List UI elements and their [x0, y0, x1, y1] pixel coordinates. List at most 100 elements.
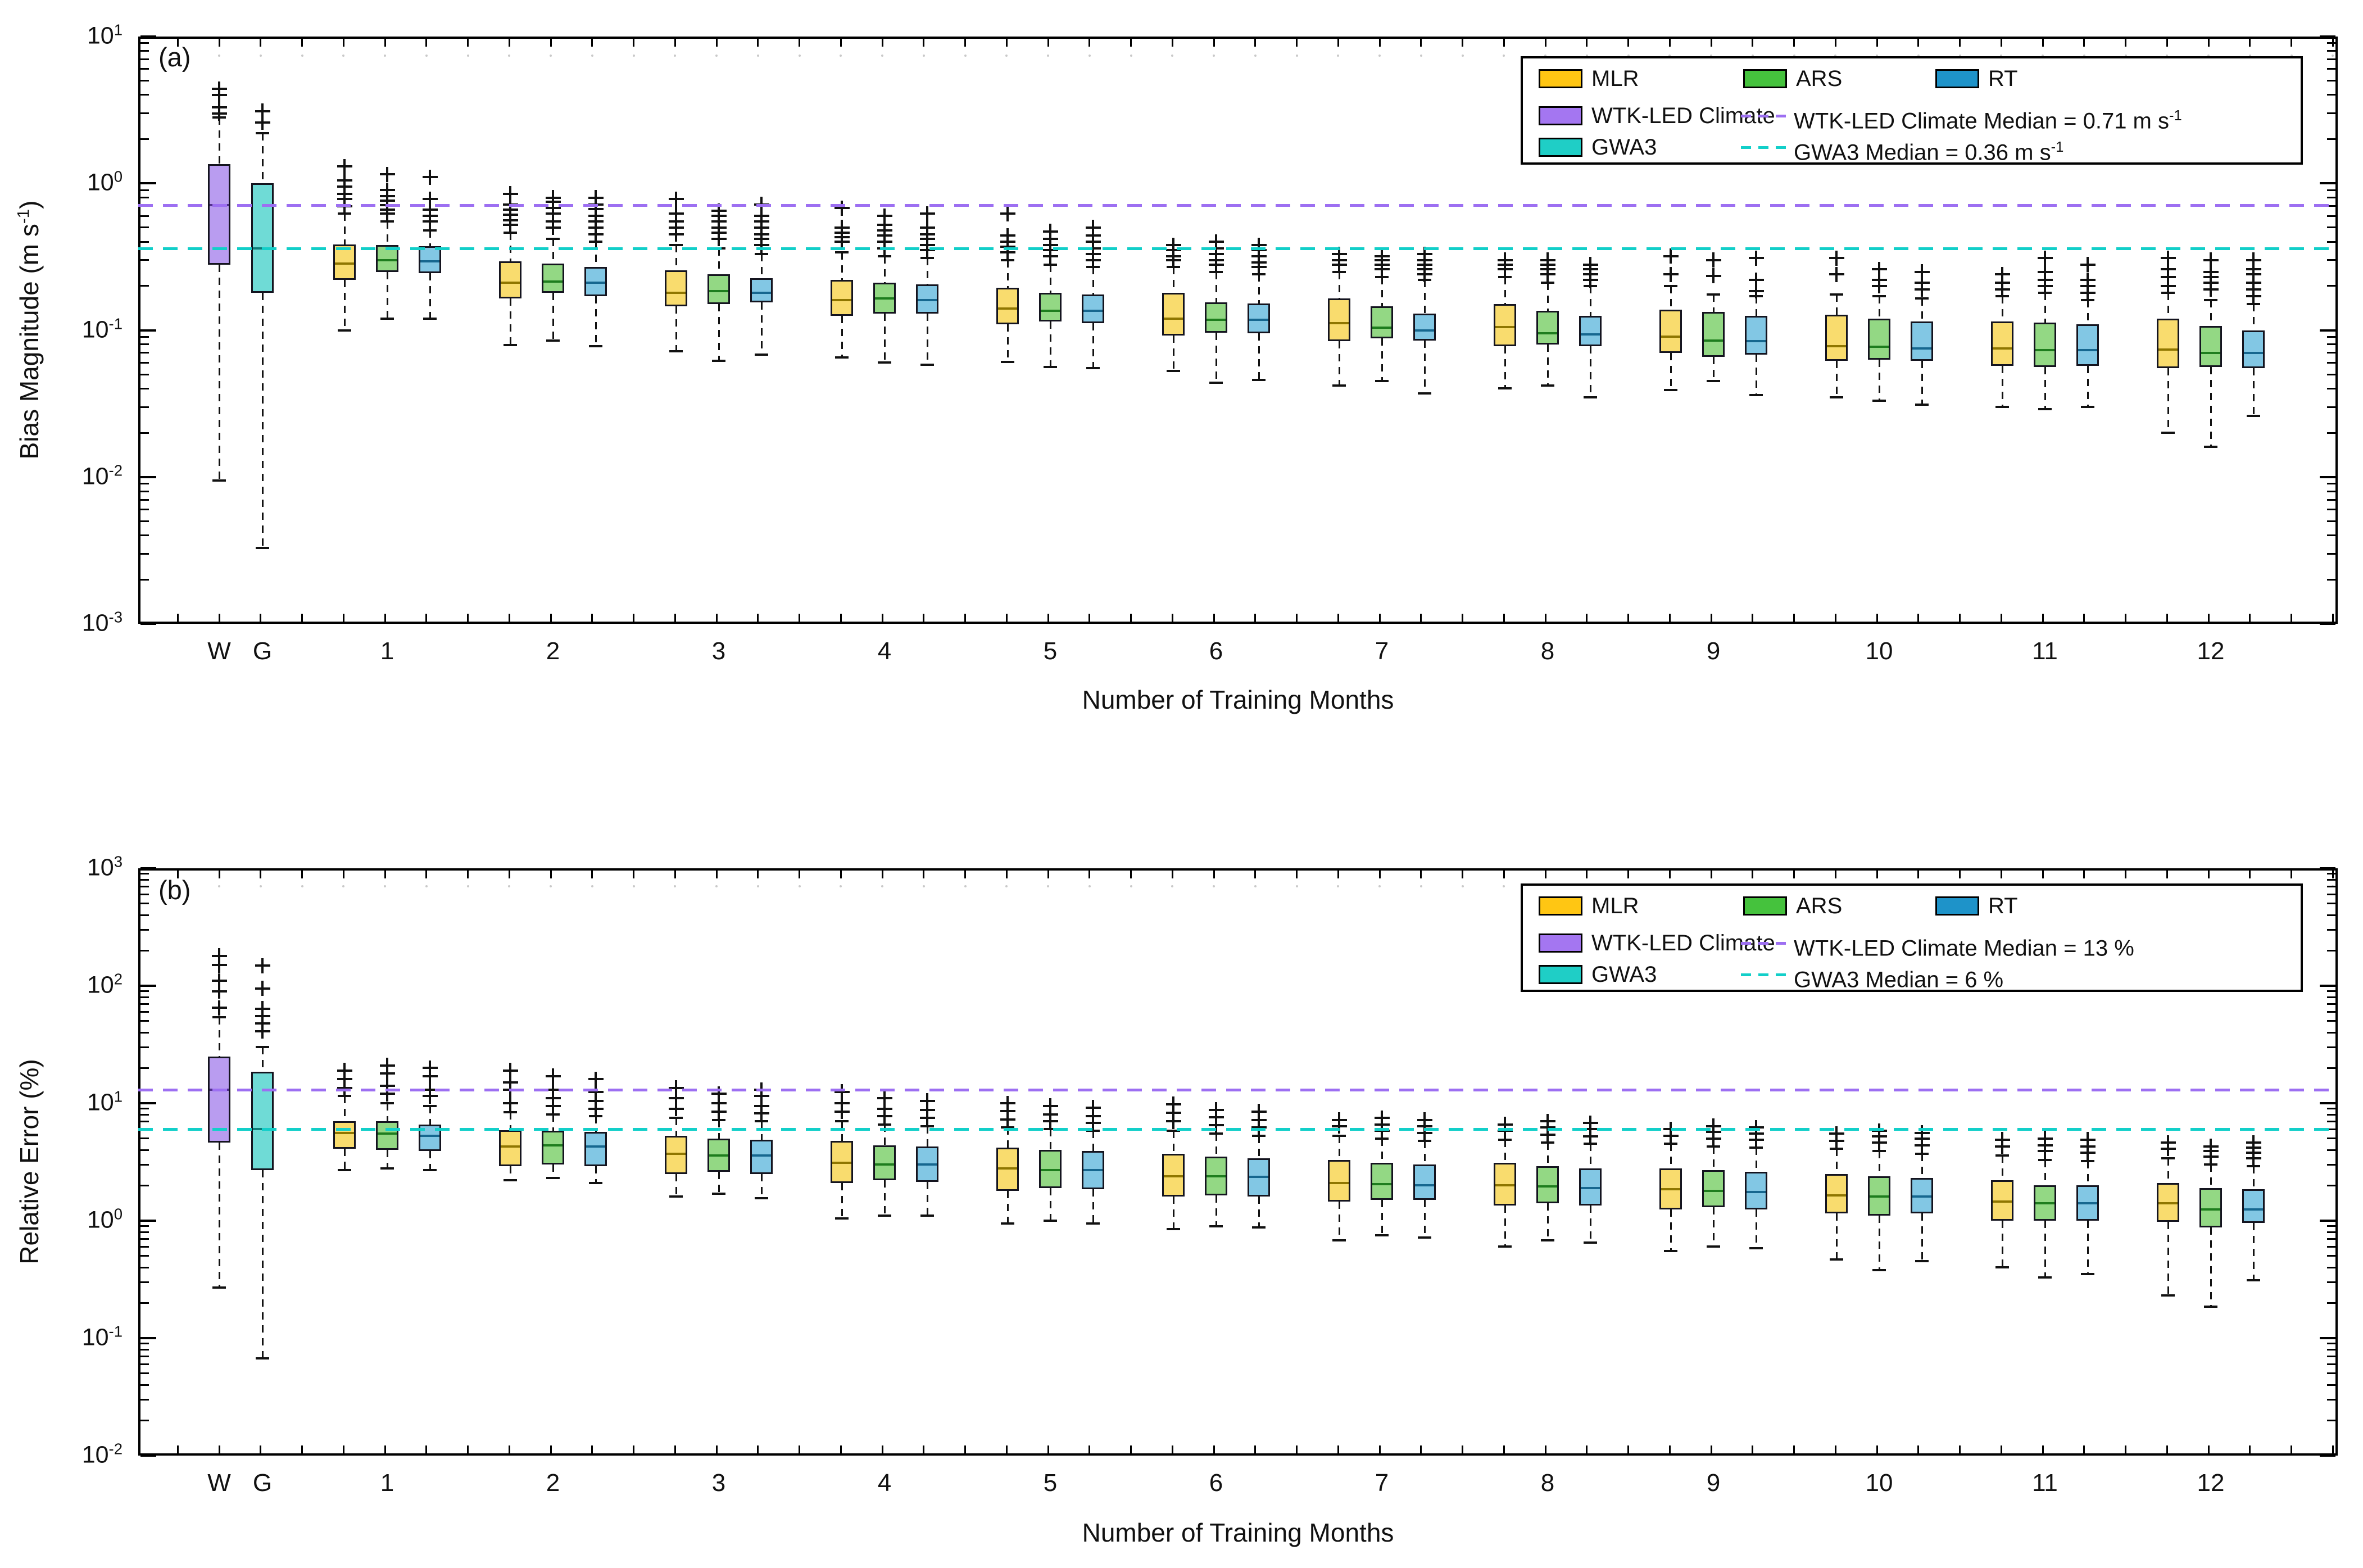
- boxplot-whisker-lower: [675, 306, 677, 351]
- x-axis-tick: [2332, 1445, 2334, 1453]
- y-tick-label-base: 10: [87, 1089, 114, 1116]
- x-axis-tick: [1337, 871, 1339, 878]
- boxplot-box-mlr-8: [1494, 304, 1516, 346]
- y-axis-major-tick: [2320, 985, 2335, 987]
- boxplot-box-ars-12: [2199, 325, 2222, 368]
- y-axis-minor-tick: [2327, 1343, 2335, 1345]
- y-axis-minor-tick: [2327, 42, 2335, 44]
- minor-gridline-dot: [1295, 885, 1298, 888]
- boxplot-median: [1704, 1189, 1723, 1192]
- boxplot-whisker-cap-upper: [835, 251, 849, 253]
- legend-swatch-wtk-b: [1539, 933, 1582, 953]
- boxplot-whisker-cap-lower: [835, 1217, 849, 1220]
- boxplot-whisker-cap-upper: [1915, 1153, 1929, 1155]
- outlier-marker: [1706, 1118, 1721, 1134]
- boxplot-whisker-cap-upper: [920, 1125, 934, 1127]
- x-axis-tick: [2000, 614, 2002, 622]
- legend-label-wtk-median-a-text: WTK-LED Climate Median = 0.71 m s: [1794, 108, 2169, 134]
- minor-gridline-dot: [1876, 55, 1878, 57]
- x-axis-tick: [1627, 1445, 1629, 1453]
- boxplot-median: [501, 282, 520, 284]
- x-axis-tick: [1959, 39, 1961, 47]
- x-axis-tick: [840, 1445, 842, 1453]
- x-axis-tick: [550, 39, 552, 47]
- y-axis-minor-tick: [140, 1302, 149, 1304]
- boxplot-whisker-upper: [1172, 266, 1174, 293]
- y-tick-label-base: 10: [87, 1206, 114, 1234]
- y-axis-minor-tick: [2327, 483, 2335, 485]
- y-axis-minor-tick: [140, 406, 149, 408]
- boxplot-whisker-cap-lower: [1995, 406, 2009, 409]
- x-axis-tick: [1876, 39, 1878, 47]
- boxplot-whisker-cap-lower: [1830, 396, 1843, 398]
- y-axis-minor-tick: [140, 1231, 149, 1233]
- boxplot-whisker-lower: [2001, 1221, 2003, 1268]
- legend-label-rt-b: RT: [1988, 894, 2018, 918]
- x-axis-tick: [1462, 39, 1463, 47]
- outlier-marker: [2160, 1135, 2176, 1150]
- x-axis-tick: [260, 871, 262, 878]
- boxplot-whisker-cap-lower: [423, 317, 437, 320]
- minor-gridline-dot: [550, 885, 552, 888]
- boxplot-whisker-lower: [1504, 346, 1506, 389]
- boxplot-box-rt-2: [584, 266, 607, 297]
- boxplot-whisker-lower: [1092, 323, 1094, 369]
- x-axis-tick: [715, 871, 718, 878]
- y-axis-major-tick: [2320, 867, 2335, 869]
- y-axis-minor-tick: [140, 343, 149, 346]
- y-axis-minor-tick: [140, 873, 149, 875]
- boxplot-whisker-lower: [675, 1173, 677, 1197]
- minor-gridline-dot: [259, 55, 262, 57]
- y-axis-minor-tick: [140, 241, 149, 243]
- minor-gridline-dot: [1461, 885, 1464, 888]
- x-axis-tick: [1462, 614, 1463, 622]
- x-tick-label: 4: [877, 1469, 892, 1497]
- outlier-marker: [2203, 1139, 2219, 1154]
- outlier-marker: [1000, 206, 1015, 221]
- x-axis-tick: [2083, 39, 2085, 47]
- minor-gridline-dot: [756, 55, 759, 57]
- legend-label-gwa3-median-a-sup: -1: [2051, 139, 2064, 155]
- boxplot-whisker-cap-lower: [1332, 384, 1346, 387]
- x-tick-label: W: [207, 1469, 231, 1497]
- minor-gridline-dot: [176, 885, 179, 888]
- outlier-marker: [1829, 266, 1844, 282]
- x-axis-tick: [2207, 871, 2210, 878]
- boxplot-whisker-upper: [1670, 285, 1672, 310]
- boxplot-whisker-lower: [218, 264, 220, 481]
- boxplot-median: [335, 1131, 354, 1134]
- y-axis-minor-tick: [140, 1343, 149, 1345]
- outlier-marker: [1497, 252, 1513, 268]
- boxplot-whisker-lower: [509, 1166, 511, 1181]
- boxplot-whisker-lower: [1381, 1200, 1383, 1236]
- y-axis-major-tick: [2320, 623, 2335, 625]
- boxplot-median: [335, 262, 354, 265]
- minor-gridline-dot: [218, 55, 220, 57]
- y-tick-label-exponent: 0: [114, 1205, 123, 1223]
- x-axis-tick: [1834, 39, 1836, 47]
- boxplot-median: [1827, 1194, 1846, 1197]
- boxplot-whisker-lower: [2252, 368, 2255, 416]
- boxplot-median: [1207, 318, 1226, 321]
- x-tick-label: 8: [1540, 1469, 1555, 1497]
- boxplot-whisker-cap-upper: [1541, 1141, 1554, 1144]
- boxplot-whisker-cap-upper: [256, 132, 269, 134]
- x-axis-tick: [1834, 614, 1836, 622]
- outlier-marker: [1663, 266, 1679, 282]
- boxplot-whisker-cap-lower: [1418, 1236, 1431, 1239]
- boxplot-whisker-cap-upper: [1418, 1139, 1431, 1142]
- x-axis-tick: [508, 871, 510, 878]
- x-axis-tick: [1544, 39, 1546, 47]
- boxplot-whisker-cap-lower: [546, 1177, 560, 1180]
- boxplot-whisker-lower: [2210, 1227, 2212, 1307]
- boxplot-median: [666, 291, 686, 294]
- boxplot-median: [1330, 1181, 1349, 1184]
- x-tick-label: 1: [380, 637, 394, 665]
- boxplot-whisker-cap-upper: [1749, 1146, 1763, 1149]
- boxplot-median: [709, 289, 728, 292]
- minor-gridline-dot: [922, 885, 925, 888]
- x-axis-tick: [1005, 1445, 1008, 1453]
- panel-letter-a: (a): [158, 42, 191, 72]
- boxplot-whisker-upper: [841, 252, 843, 280]
- boxplot-whisker-upper: [595, 1116, 597, 1132]
